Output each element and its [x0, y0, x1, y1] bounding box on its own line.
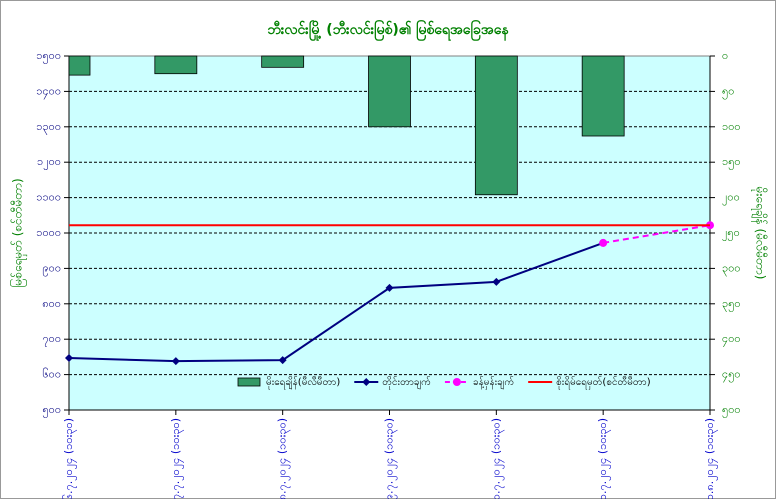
- bar: [261, 55, 305, 68]
- bar: [581, 55, 625, 137]
- y-tick-label: ၆၀၀: [42, 368, 61, 381]
- line-marker: [171, 357, 180, 366]
- y-tick-label: ၁၄၀၀: [36, 84, 61, 99]
- y2-tick-label: ၂၅၀: [722, 226, 740, 241]
- y2-tick-label: ၄၅၀: [722, 368, 741, 383]
- y-tick-label: ၁၂၀၀: [37, 155, 61, 170]
- legend-label: စိုးရိမ်ရေမှတ်(စင်တီမီတာ): [556, 375, 651, 390]
- bar: [68, 55, 91, 76]
- line: [603, 224, 711, 244]
- line-marker: [385, 283, 394, 292]
- y2-tick-label: ၃၀၀: [722, 261, 741, 276]
- legend-marker: [452, 378, 461, 386]
- y2-tick-label: ၄၀၀: [722, 332, 741, 347]
- y-axis-label: မြစ်ရေမှတ် (စင်တီမီတာ): [9, 178, 28, 287]
- x-tick-label: ၃၀.၇.၂၀၂၄ (၁၀း၃၀): [489, 418, 504, 499]
- legend-label: မိုးရေချိန်(မီလီမီတာ): [266, 375, 340, 390]
- legend-label: တိုင်းတာချက်: [382, 375, 431, 390]
- y2-tick-label: ၅၀: [722, 84, 734, 99]
- x-tick-label: ၂၉.၇.၂၀၂၄ (၁၀း၃၀): [383, 418, 398, 499]
- legend-marker: [362, 378, 371, 386]
- line-marker: [65, 353, 73, 362]
- bar: [474, 55, 518, 196]
- legend-swatch: [237, 377, 261, 387]
- x-tick-label: ၂၆.၇.၂၀၂၄ (၁၀း၃၀): [62, 418, 77, 499]
- y-tick-label: ၁၃၀၀: [36, 120, 61, 135]
- y-tick-label: ၁၀၀၀: [36, 226, 61, 239]
- line-marker: [492, 277, 501, 286]
- bar: [154, 55, 198, 75]
- y2-tick-label: ၀: [722, 49, 728, 62]
- y2-tick-label: ၃၅၀: [722, 297, 741, 312]
- y2-tick-label: ၁၅၀: [722, 155, 741, 170]
- y2-tick-label: ၂၀၀: [722, 191, 740, 206]
- x-tick-label: ၁.၈.၂၀၂၄ (၁၀း၃၀): [703, 418, 718, 499]
- x-tick-label: ၃၁.၇.၂၀၂၄ (၁၀း၃၀): [596, 418, 611, 499]
- x-tick-label: ၂၈.၇.၂၀၂၄ (၁၀း၃၀): [276, 418, 291, 499]
- x-tick-label: ၂၇.၇.၂၀၂၄ (၁၀း၃၀): [169, 418, 184, 499]
- line-marker: [599, 238, 608, 247]
- legend-label: ခန့်မှန်းချက်: [473, 375, 514, 390]
- chart-title: ဘီးလင်းမြို့ (ဘီးလင်းမြစ်)၏ မြစ်ရေအခြေအန…: [267, 20, 509, 41]
- bar: [368, 55, 411, 128]
- y-tick-label: ၅၀၀: [42, 403, 61, 418]
- line: [68, 241, 604, 363]
- y2-tick-label: ၁၀၀: [722, 120, 741, 133]
- y-tick-label: ၁၁၀၀: [36, 191, 61, 204]
- y-tick-label: ၁၅၀၀: [36, 49, 61, 64]
- y2-axis-label: မိုးရေချိန် (မီလီမီတာ): [751, 187, 769, 280]
- line-marker: [278, 356, 287, 365]
- y2-tick-label: ၅၀၀: [722, 403, 741, 418]
- y-tick-label: ၇၀၀: [42, 332, 61, 347]
- y-tick-label: ၉၀၀: [42, 261, 61, 276]
- y-tick-label: ၈၀၀: [42, 297, 61, 310]
